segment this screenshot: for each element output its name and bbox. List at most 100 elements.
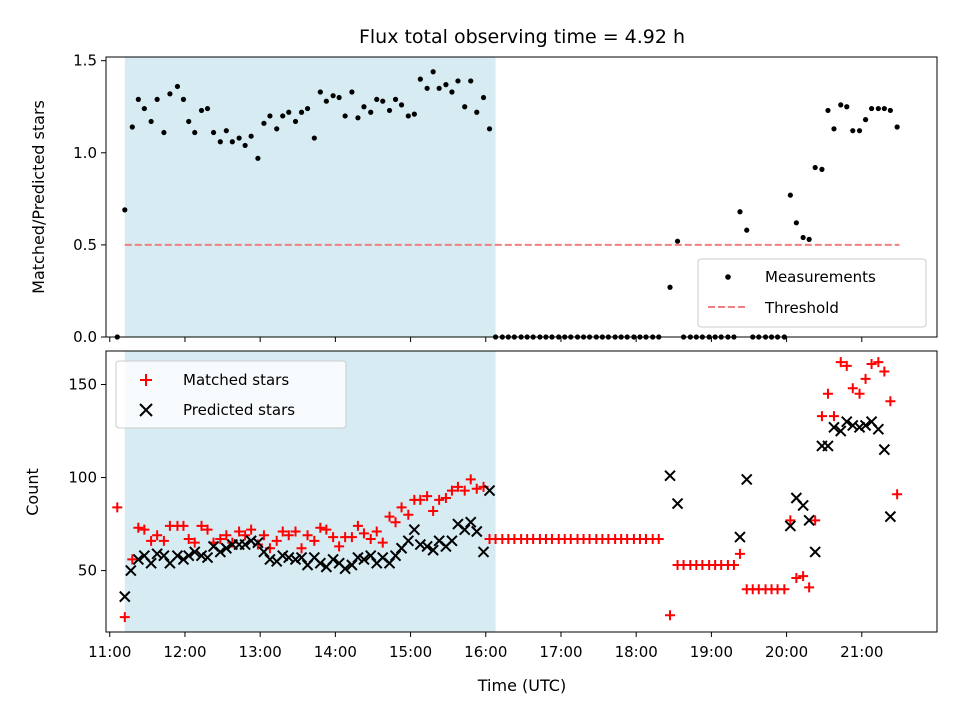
- predicted-stars-point: [421, 540, 433, 553]
- y-tick-label: 50: [78, 562, 97, 580]
- measurements-point: [806, 236, 812, 242]
- matched-stars-point: [127, 554, 138, 565]
- measurements-point: [398, 102, 405, 108]
- x-tick-label: 12:00: [163, 643, 206, 661]
- panel-counts: 50 100 150 11:00 12:00 13:00 14:00 15:00 16:00 1…: [23, 350, 938, 695]
- matched-stars-point: [415, 494, 426, 505]
- predicted-stars-point: [809, 546, 821, 558]
- measurements-point: [462, 104, 468, 110]
- x-tick-label: 18:00: [615, 643, 658, 661]
- matched-stars-point: [779, 584, 790, 595]
- measurements-point: [474, 109, 480, 115]
- matched-stars-point: [202, 524, 213, 535]
- matched-stars-point: [728, 560, 739, 571]
- measurements-point: [192, 129, 198, 136]
- measurements-point: [443, 82, 449, 88]
- matched-stars-point: [346, 532, 357, 543]
- predicted-stars-point: [465, 516, 477, 528]
- predicted-stars-point: [477, 546, 490, 558]
- measurements-point: [210, 129, 217, 136]
- matched-stars-point: [240, 530, 251, 541]
- matched-stars-point: [810, 515, 821, 526]
- measurements-point: [261, 120, 267, 126]
- y-axis-label-top: Matched/Predicted stars: [29, 100, 48, 294]
- legend-top: Measurements Threshold: [697, 258, 927, 328]
- measurements-point: [349, 89, 355, 95]
- matched-stars-point: [152, 530, 163, 541]
- predicted-stars-point: [797, 499, 809, 512]
- plot-frame-bottom: [105, 350, 938, 633]
- matched-stars-point: [334, 541, 345, 552]
- measurements-point: [330, 93, 336, 99]
- measurements-point: [800, 234, 806, 241]
- matched-stars-point: [734, 548, 745, 559]
- matched-stars-point: [403, 509, 414, 520]
- matched-stars-point: [246, 524, 257, 535]
- predicted-stars-point: [878, 443, 891, 456]
- measurements-point: [368, 109, 374, 115]
- matched-stars-point: [384, 511, 395, 522]
- measurements-point: [894, 124, 900, 130]
- measurements-point: [342, 113, 348, 119]
- predicted-stars-point: [145, 557, 157, 569]
- matched-stars-point: [892, 489, 903, 500]
- predicted-stars-point: [446, 535, 458, 547]
- measurements-point: [161, 129, 167, 136]
- measurements-point: [248, 133, 254, 139]
- matched-stars-point: [665, 610, 676, 621]
- predicted-stars-point: [158, 549, 170, 562]
- predicted-stars-point: [177, 553, 190, 566]
- measurements-point: [881, 105, 887, 112]
- measurements-point: [274, 126, 280, 132]
- measurements-point: [887, 107, 893, 114]
- legend-bottom: Matched stars Predicted stars: [115, 360, 347, 429]
- predicted-stars-point: [822, 440, 834, 452]
- matched-stars-point: [440, 493, 451, 504]
- matched-stars-point: [302, 530, 313, 541]
- measurements-point: [129, 124, 135, 130]
- matched-stars-point: [234, 526, 245, 537]
- measurements-point: [361, 104, 367, 110]
- x-tick-label: 16:00: [464, 643, 507, 661]
- measurements-point: [468, 78, 474, 84]
- predicted-stars-point: [171, 549, 184, 562]
- measurements-point: [417, 76, 423, 82]
- measurements-point: [386, 107, 393, 114]
- matched-stars-point: [446, 485, 457, 496]
- predicted-stars-point: [327, 553, 339, 566]
- matched-stars-point: [321, 524, 332, 535]
- predicted-stars-point: [427, 544, 439, 556]
- predicted-stars-point: [414, 538, 427, 551]
- measurements-point: [838, 102, 844, 108]
- measurements-point: [392, 96, 399, 102]
- legend-label-measurements: Measurements: [765, 268, 876, 286]
- legend-label-predicted: Predicted stars: [183, 401, 295, 419]
- y-tick-label: 1.5: [73, 52, 97, 70]
- x-tick-label: 11:00: [88, 643, 131, 661]
- measurements-point: [862, 117, 869, 123]
- matched-stars-point: [828, 411, 839, 422]
- matched-stars-point: [258, 530, 269, 541]
- measurements-point: [430, 69, 436, 75]
- matched-stars-point: [816, 411, 827, 422]
- measurements-point: [298, 109, 305, 115]
- measurements-point: [875, 105, 881, 112]
- predicted-stars-point: [125, 564, 137, 577]
- matched-stars-point: [866, 359, 877, 370]
- matched-stars-point: [215, 533, 226, 544]
- x-tick-label: 15:00: [389, 643, 432, 661]
- matched-stars-point: [798, 571, 809, 582]
- matched-stars-point: [358, 528, 369, 539]
- matched-stars-point: [352, 520, 363, 531]
- matched-stars-point: [885, 396, 896, 407]
- measurements-point: [122, 207, 128, 213]
- predicted-stars-point: [389, 549, 402, 562]
- measurements-point: [744, 227, 750, 233]
- predicted-stars-point: [483, 484, 496, 497]
- measurements-point: [286, 109, 292, 115]
- predicted-stars-point: [828, 421, 840, 434]
- measurements-point: [856, 128, 863, 134]
- predicted-stars-point: [245, 535, 257, 547]
- measurements-point: [831, 126, 837, 132]
- measurements-point: [737, 209, 743, 215]
